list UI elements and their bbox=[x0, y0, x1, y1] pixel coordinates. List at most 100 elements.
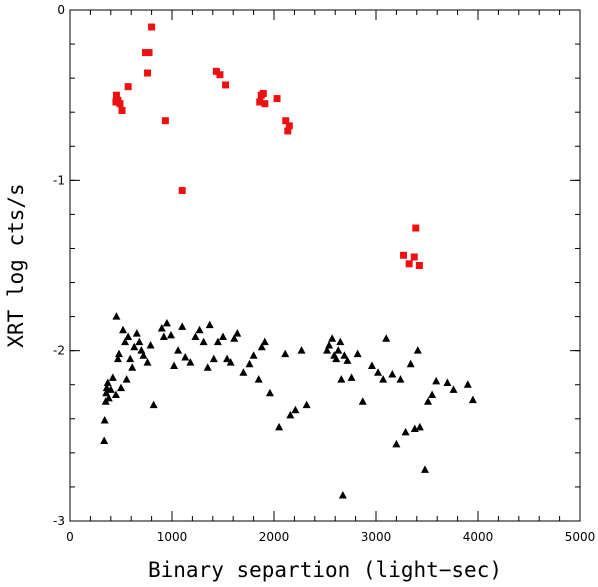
data-point-triangle bbox=[275, 422, 284, 431]
data-point-triangle bbox=[178, 322, 187, 330]
data-point-square bbox=[118, 106, 126, 114]
data-point-triangle bbox=[139, 351, 148, 359]
plot-frame bbox=[69, 9, 581, 522]
data-point-triangle bbox=[113, 354, 122, 363]
data-point-triangle bbox=[199, 337, 208, 346]
data-point-triangle bbox=[191, 332, 200, 341]
y-tick-labels: 0 -1 -2 -3 bbox=[53, 3, 65, 528]
data-point-triangle bbox=[254, 375, 263, 383]
data-point-triangle bbox=[443, 378, 452, 387]
data-point-triangle bbox=[297, 346, 306, 354]
data-point-triangle bbox=[146, 341, 155, 349]
data-point-triangle bbox=[463, 380, 472, 388]
data-point-triangle bbox=[100, 416, 109, 424]
x-axis-title: Binary separtion (light−sec) bbox=[148, 558, 502, 582]
data-point-triangle bbox=[406, 359, 415, 368]
x-tick-label: 0 bbox=[66, 530, 74, 544]
data-point-square bbox=[400, 251, 408, 259]
data-point-triangle bbox=[286, 410, 295, 419]
data-point-triangle bbox=[137, 346, 146, 354]
x-tick-labels: 0 1000 2000 3000 4000 5000 bbox=[66, 530, 595, 544]
data-point-square bbox=[124, 83, 132, 91]
data-point-square bbox=[285, 122, 293, 130]
data-point-triangle bbox=[374, 368, 383, 376]
data-point-triangle bbox=[337, 375, 346, 383]
data-point-square bbox=[112, 98, 120, 106]
data-point-triangle bbox=[468, 395, 477, 404]
data-point-triangle bbox=[102, 388, 111, 397]
data-point-triangle bbox=[159, 332, 168, 341]
data-point-square bbox=[161, 117, 169, 125]
data-point-triangle bbox=[432, 376, 441, 385]
data-point-triangle bbox=[367, 361, 376, 369]
data-point-square bbox=[222, 81, 230, 89]
data-point-triangle bbox=[358, 397, 367, 405]
major-ticks bbox=[69, 9, 581, 522]
data-point-triangle bbox=[205, 320, 214, 329]
data-point-square bbox=[415, 262, 423, 269]
data-point-triangle bbox=[112, 312, 121, 320]
data-point-triangle bbox=[396, 375, 405, 383]
y-tick-label: -2 bbox=[53, 344, 65, 358]
data-point-triangle bbox=[213, 337, 222, 346]
data-point-triangle bbox=[230, 334, 239, 342]
data-point-triangle bbox=[239, 368, 248, 376]
data-point-triangle bbox=[121, 337, 130, 346]
x-tick-label: 5000 bbox=[565, 530, 596, 544]
data-point-triangle bbox=[186, 358, 195, 366]
x-tick-label: 1000 bbox=[157, 530, 188, 544]
data-point-triangle bbox=[223, 354, 232, 363]
data-point-triangle bbox=[122, 375, 131, 383]
data-point-triangle bbox=[103, 378, 112, 387]
x-tick-label: 2000 bbox=[259, 530, 290, 544]
data-point-triangle bbox=[449, 385, 458, 393]
data-point-triangle bbox=[143, 358, 152, 366]
data-point-triangle bbox=[126, 354, 135, 363]
data-point-triangle bbox=[338, 490, 347, 499]
data-point-square bbox=[273, 95, 281, 103]
data-point-triangle bbox=[257, 342, 266, 351]
data-point-triangle bbox=[226, 358, 235, 366]
data-point-square bbox=[116, 100, 124, 108]
data-point-triangle bbox=[111, 390, 120, 398]
data-point-square bbox=[141, 49, 149, 57]
data-point-square bbox=[259, 89, 267, 97]
data-point-triangle bbox=[302, 400, 311, 409]
data-point-triangle bbox=[336, 337, 345, 346]
data-point-triangle bbox=[108, 373, 117, 381]
data-point-triangle bbox=[401, 427, 410, 436]
data-point-square bbox=[148, 23, 156, 31]
data-point-triangle bbox=[219, 332, 227, 341]
data-point-triangle bbox=[281, 349, 290, 358]
data-point-triangle bbox=[119, 325, 128, 334]
data-point-triangle bbox=[104, 393, 113, 402]
data-points bbox=[100, 23, 477, 499]
data-point-triangle bbox=[260, 337, 269, 346]
x-tick-label: 4000 bbox=[463, 530, 494, 544]
data-point-square bbox=[216, 71, 224, 79]
y-tick-label: 0 bbox=[57, 3, 65, 17]
data-point-square bbox=[144, 69, 152, 77]
data-point-triangle bbox=[388, 370, 397, 378]
data-point-triangle bbox=[382, 334, 391, 342]
data-point-triangle bbox=[347, 373, 356, 381]
data-point-triangle bbox=[328, 334, 337, 342]
data-point-triangle bbox=[124, 332, 133, 341]
data-point-triangle bbox=[323, 346, 332, 354]
y-axis-title: XRT log cts/s bbox=[4, 183, 28, 347]
data-point-triangle bbox=[130, 342, 139, 351]
data-point-triangle bbox=[428, 390, 437, 398]
data-point-square bbox=[256, 98, 264, 106]
data-point-triangle bbox=[203, 363, 212, 371]
data-point-square bbox=[412, 224, 420, 232]
data-point-triangle bbox=[334, 346, 343, 354]
data-point-triangle bbox=[265, 388, 274, 397]
data-point-triangle bbox=[420, 465, 429, 473]
data-point-square bbox=[112, 91, 120, 99]
data-point-triangle bbox=[166, 330, 175, 339]
data-point-triangle bbox=[340, 351, 349, 359]
data-point-triangle bbox=[249, 351, 258, 359]
data-point-triangle bbox=[332, 354, 341, 363]
data-point-triangle bbox=[413, 346, 422, 354]
